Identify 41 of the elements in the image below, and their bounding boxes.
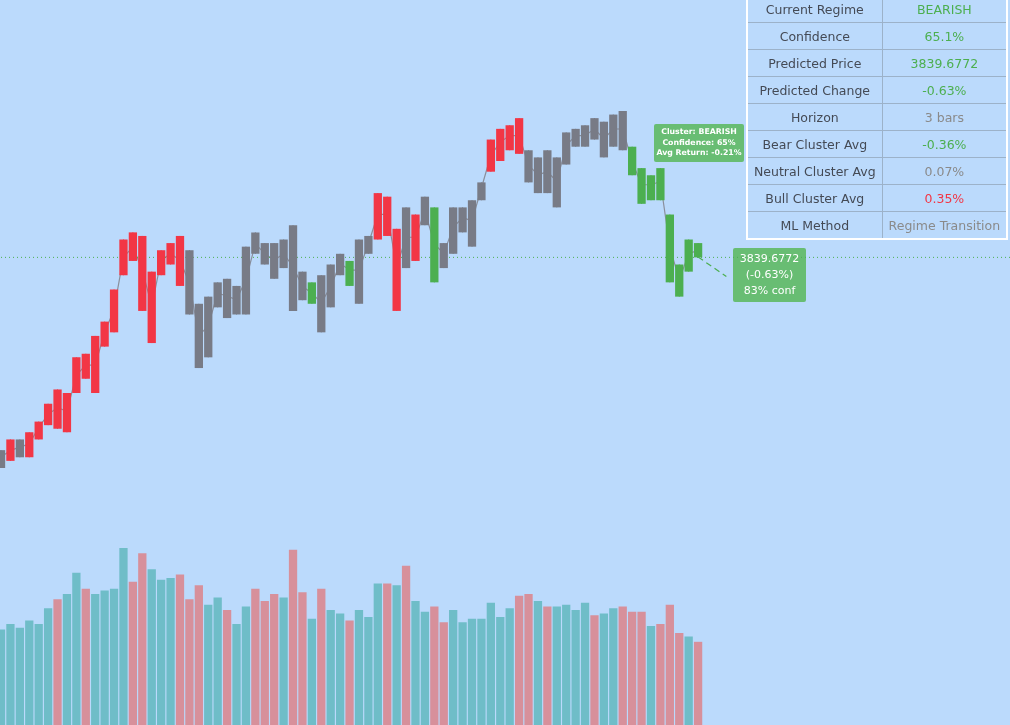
- bar: [222, 609, 232, 725]
- bar: [430, 606, 439, 725]
- text: Regime Transition: [888, 217, 1001, 233]
- bar: [590, 615, 599, 725]
- bar: [401, 565, 411, 725]
- text: -0.36%: [922, 136, 967, 152]
- bar: [345, 620, 354, 725]
- category-label: Confidence: [747, 22, 883, 50]
- bar: [204, 604, 213, 725]
- text: 3839.6772: [910, 55, 979, 71]
- bar: [693, 641, 703, 725]
- bar: [53, 599, 62, 725]
- category-label: Horizon: [747, 103, 883, 131]
- bar: [307, 618, 317, 725]
- category-label: ML Method: [747, 211, 883, 239]
- category-label: Neutral Cluster Avg: [747, 157, 883, 185]
- bar: [646, 625, 656, 725]
- text: BEARISH: [917, 1, 972, 17]
- bar: [392, 585, 401, 725]
- text: 3839.6772 (-0.63%) 83% conf: [733, 248, 806, 302]
- text: 3 bars: [924, 109, 964, 125]
- bar: [505, 608, 514, 725]
- text: -0.63%: [922, 82, 967, 98]
- bar: [533, 601, 543, 725]
- category-label: Predicted Change: [747, 76, 883, 104]
- text: 65.1%: [924, 28, 965, 44]
- bar: [543, 606, 552, 725]
- bar: [317, 588, 326, 725]
- bar: [684, 636, 693, 725]
- bar: [81, 588, 90, 725]
- text: 0.07%: [924, 163, 965, 179]
- bar: [213, 597, 222, 725]
- bar: [383, 583, 392, 725]
- category-label: Predicted Price: [747, 49, 883, 77]
- category-label: Bull Cluster Avg: [747, 184, 883, 212]
- bar: [279, 597, 288, 725]
- category-label: Current Regime: [747, 0, 883, 23]
- bar: [251, 588, 260, 725]
- bar: [439, 622, 448, 725]
- text: 0.35%: [924, 190, 965, 206]
- category-label: Bear Cluster Avg: [747, 130, 883, 158]
